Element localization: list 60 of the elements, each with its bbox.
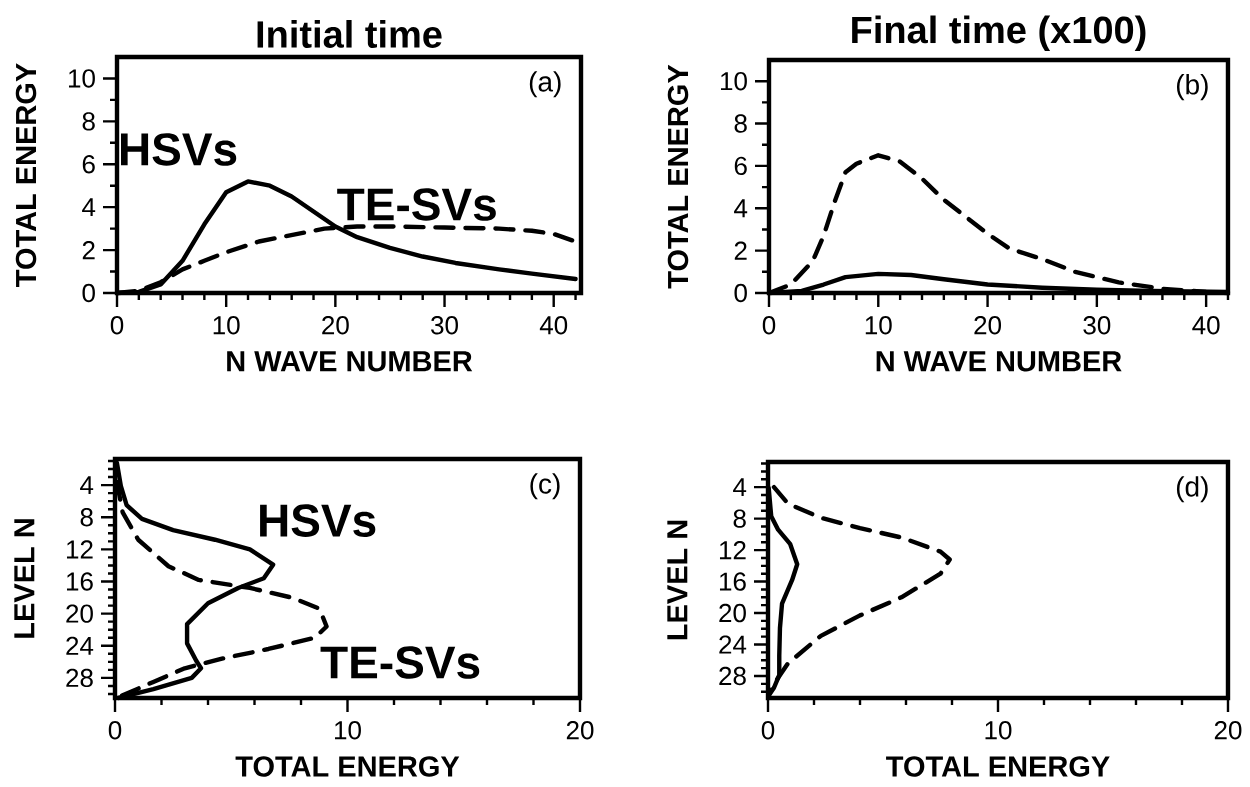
chart-title: Final time (x100): [852, 15, 1146, 51]
y-axis-title: TOTAL ENERGY: [15, 63, 37, 287]
x-tick-label: 20: [322, 316, 349, 335]
y-axis-title: LEVEL N: [14, 519, 35, 638]
x-tick-label: 40: [539, 316, 568, 335]
y-tick-label: 12: [66, 540, 93, 559]
x-tick-label: 0: [108, 721, 122, 740]
annotation: (a): [529, 71, 561, 98]
x-axis-title: TOTAL ENERGY: [886, 756, 1110, 777]
x-tick-label: 10: [335, 721, 361, 740]
y-tick-label: 24: [719, 635, 747, 654]
y-tick-label: 0: [82, 283, 95, 303]
y-tick-label: 12: [719, 541, 746, 560]
y-tick-label: 6: [734, 156, 747, 176]
x-axis-title: N WAVE NUMBER: [876, 351, 1122, 372]
x-tick-label: 20: [566, 721, 594, 740]
x-tick-label: 0: [762, 316, 776, 335]
x-tick-label: 0: [110, 316, 124, 335]
y-tick-label: 28: [719, 666, 746, 686]
y-tick-label: 4: [82, 198, 96, 217]
series-label: HSVs: [260, 504, 376, 537]
x-tick-label: 10: [865, 316, 892, 335]
y-tick-label: 24: [66, 636, 94, 655]
x-tick-label: 10: [213, 316, 240, 335]
x-tick-label: 20: [974, 316, 1002, 335]
x-tick-label: 30: [431, 316, 458, 335]
x-tick-label: 10: [985, 721, 1012, 740]
chart-title: Initial time: [257, 20, 442, 48]
y-tick-label: 4: [80, 476, 94, 495]
legend-label: HSVs: [121, 133, 237, 166]
y-tick-label: 8: [82, 112, 95, 131]
y-axis-title: TOTAL ENERGY: [667, 64, 689, 289]
annotation: (b): [1176, 74, 1208, 101]
y-tick-label: 28: [66, 668, 93, 688]
y-tick-label: 8: [733, 509, 746, 528]
x-tick-label: 40: [1192, 316, 1220, 335]
y-tick-label: 4: [733, 478, 747, 497]
y-tick-label: 10: [720, 71, 747, 91]
y-tick-label: 10: [68, 69, 95, 88]
annotation: (d): [1176, 476, 1208, 503]
x-tick-label: 0: [761, 721, 775, 740]
y-tick-label: 20: [719, 603, 746, 623]
y-axis-title: LEVEL N: [667, 520, 688, 640]
annotation: (c): [530, 473, 560, 500]
x-axis-title: N WAVE NUMBER: [227, 351, 473, 372]
y-tick-label: 8: [80, 508, 93, 527]
y-tick-label: 16: [66, 572, 93, 591]
y-tick-label: 0: [734, 283, 747, 303]
y-tick-label: 2: [734, 241, 747, 260]
y-tick-label: 8: [734, 114, 747, 133]
y-tick-label: 4: [734, 199, 748, 218]
y-tick-label: 20: [66, 604, 93, 623]
series-label: TE-SVs: [337, 188, 496, 221]
x-tick-label: 30: [1083, 316, 1111, 335]
x-tick-label: 20: [1214, 721, 1242, 740]
y-tick-label: 16: [719, 572, 746, 591]
x-axis-title: TOTAL ENERGY: [235, 756, 460, 777]
y-tick-label: 6: [82, 155, 95, 174]
series-label: TE-SVs: [320, 646, 480, 679]
y-tick-label: 2: [82, 241, 95, 260]
